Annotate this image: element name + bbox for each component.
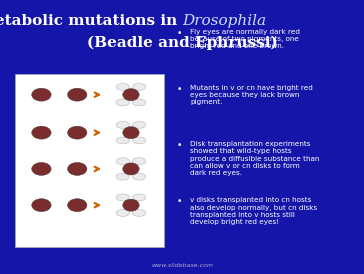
Ellipse shape <box>116 137 130 144</box>
Ellipse shape <box>32 126 51 139</box>
Ellipse shape <box>32 162 51 175</box>
Ellipse shape <box>68 126 87 139</box>
Ellipse shape <box>116 210 130 216</box>
Ellipse shape <box>132 173 146 180</box>
Text: www.slidebase.com: www.slidebase.com <box>151 263 213 268</box>
Ellipse shape <box>116 173 130 180</box>
Ellipse shape <box>116 121 130 128</box>
Ellipse shape <box>123 89 139 101</box>
Text: Metabolic mutations in: Metabolic mutations in <box>0 13 182 28</box>
Ellipse shape <box>116 194 130 201</box>
Text: •: • <box>177 141 182 150</box>
Text: •: • <box>177 85 182 94</box>
Ellipse shape <box>116 99 130 106</box>
Text: •: • <box>177 29 182 38</box>
Text: Mutants in v or cn have bright red
eyes because they lack brown
pigment.: Mutants in v or cn have bright red eyes … <box>190 85 313 105</box>
Ellipse shape <box>116 84 130 90</box>
Ellipse shape <box>68 88 87 101</box>
Text: Disk transplantation experiments
showed that wild-type hosts
produce a diffusibl: Disk transplantation experiments showed … <box>190 141 320 176</box>
Ellipse shape <box>132 99 146 106</box>
Ellipse shape <box>132 210 146 216</box>
Ellipse shape <box>132 158 146 165</box>
Ellipse shape <box>123 163 139 175</box>
FancyBboxPatch shape <box>15 74 164 247</box>
Ellipse shape <box>68 162 87 175</box>
Ellipse shape <box>123 199 139 211</box>
Ellipse shape <box>132 84 146 90</box>
Ellipse shape <box>32 199 51 212</box>
Text: v disks transplanted into cn hosts
also develop normally, but cn disks
transplan: v disks transplanted into cn hosts also … <box>190 197 318 225</box>
Text: Fly eyes are normally dark red
because of two pigments, one
bright red and one b: Fly eyes are normally dark red because o… <box>190 29 300 49</box>
Text: •: • <box>177 197 182 206</box>
Text: (Beadle and Ephrussi): (Beadle and Ephrussi) <box>87 35 277 50</box>
Ellipse shape <box>132 194 146 201</box>
Ellipse shape <box>68 199 87 212</box>
Text: Drosophila: Drosophila <box>182 13 266 28</box>
Ellipse shape <box>32 88 51 101</box>
Ellipse shape <box>132 137 146 144</box>
Ellipse shape <box>132 121 146 128</box>
Ellipse shape <box>123 127 139 139</box>
Ellipse shape <box>116 158 130 165</box>
